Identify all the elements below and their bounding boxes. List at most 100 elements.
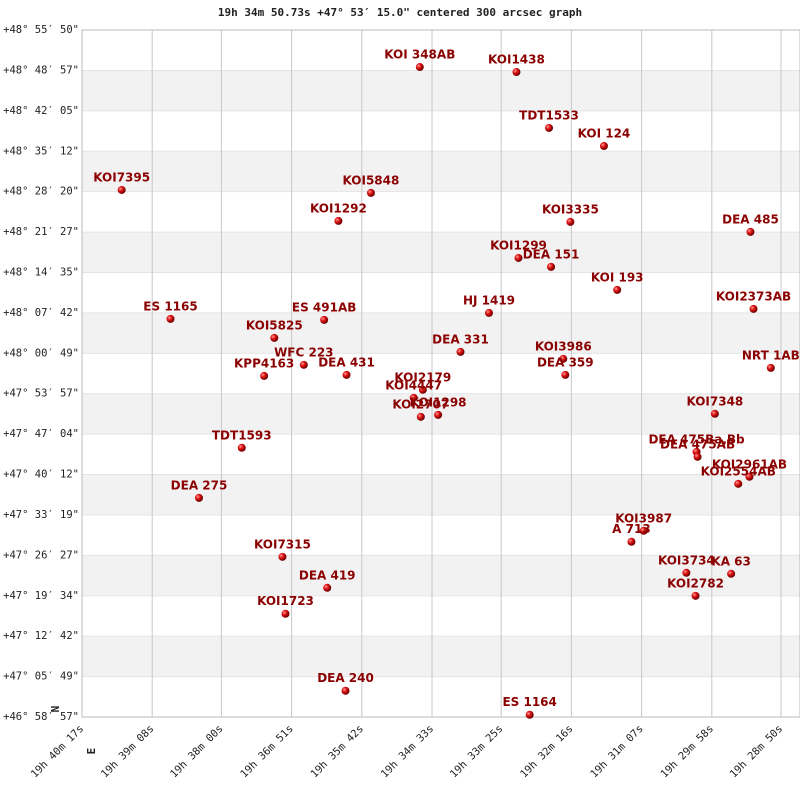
point-label: DEA 475AB	[660, 437, 735, 451]
point	[342, 370, 351, 379]
point-label: HJ 1419	[463, 293, 515, 307]
point-label: ES 491AB	[292, 300, 357, 314]
point	[693, 452, 702, 461]
point-label: KOI2373AB	[716, 289, 791, 303]
point	[514, 253, 523, 262]
y-tick-label: +48° 55′ 50"	[3, 24, 79, 36]
point-label: KOI1298	[410, 395, 467, 409]
x-tick-label: 19h 33m 25s	[448, 723, 506, 781]
point-label: TDT1533	[519, 108, 579, 122]
point-label: KOI7315	[254, 537, 311, 551]
chart-title: 19h 34m 50.73s +47° 53′ 15.0" centered 3…	[218, 6, 582, 19]
point	[599, 141, 608, 150]
x-tick-label: 19h 36m 51s	[238, 723, 296, 781]
point-label: DEA 359	[537, 355, 594, 369]
point	[416, 412, 425, 421]
point	[456, 347, 465, 356]
point	[691, 591, 700, 600]
point-label: KOI 193	[591, 270, 644, 284]
point	[547, 262, 556, 271]
point	[341, 686, 350, 695]
point-label: KOI3335	[542, 202, 599, 216]
y-tick-label: +47° 12′ 42"	[3, 630, 79, 642]
point	[561, 370, 570, 379]
grid-band	[82, 636, 800, 677]
point	[639, 526, 648, 535]
point-label: KOI2554AB	[701, 464, 776, 478]
point-label: A 713	[612, 522, 651, 536]
point	[117, 185, 126, 194]
point	[237, 443, 246, 452]
point	[734, 479, 743, 488]
x-tick-label: 19h 38m 00s	[168, 723, 226, 781]
point	[545, 123, 554, 132]
point	[559, 354, 568, 363]
point	[334, 216, 343, 225]
point	[278, 552, 287, 561]
grid-band	[82, 312, 800, 354]
point	[195, 493, 204, 502]
point-label: KOI4447	[385, 378, 442, 392]
point-label: DEA 475Ba,Bb	[648, 432, 745, 446]
x-tick-label: 19h 34m 33s	[379, 723, 437, 781]
point	[434, 410, 443, 419]
y-tick-label: +47° 19′ 34"	[3, 590, 79, 602]
point-label: WFC 223	[274, 345, 333, 359]
point-label: KOI3734	[658, 553, 715, 567]
point-label: DEA 275	[171, 478, 228, 492]
x-axis-label: E	[85, 748, 98, 755]
point	[166, 314, 175, 323]
point	[418, 385, 427, 394]
x-tick-label: 19h 35m 42s	[308, 723, 366, 781]
point	[270, 333, 279, 342]
y-tick-label: +48° 14′ 35"	[3, 266, 79, 278]
x-tick-label: 19h 32m 16s	[518, 723, 576, 781]
point-label: KOI3986	[535, 339, 592, 353]
point	[299, 360, 308, 369]
point	[682, 568, 691, 577]
point-label: KOI2179	[394, 370, 451, 384]
y-tick-label: +48° 35′ 12"	[3, 145, 79, 157]
y-tick-label: +47° 40′ 12"	[3, 469, 79, 481]
point	[415, 63, 424, 72]
point-label: KA 63	[711, 554, 750, 568]
x-tick-label: 19h 28m 50s	[728, 723, 786, 781]
point-label: KOI2961AB	[712, 457, 787, 471]
point-label: DEA 331	[432, 332, 489, 346]
point-label: KOI3987	[615, 511, 672, 525]
point-label: KOI 348AB	[384, 48, 455, 62]
x-tick-label: 19h 39m 08s	[99, 723, 157, 781]
y-tick-label: +47° 53′ 57"	[3, 388, 79, 400]
point-label: ES 1165	[143, 299, 197, 313]
point	[484, 308, 493, 317]
grid-band	[82, 474, 800, 516]
plot-frame	[81, 29, 800, 718]
point-label: KOI2707	[392, 397, 449, 411]
point	[409, 393, 418, 402]
point-label: KOI2782	[667, 576, 724, 590]
point-label: DEA 431	[318, 355, 375, 369]
point	[745, 472, 754, 481]
point-label: KPP4163	[234, 356, 294, 370]
y-tick-label: +48° 00′ 49"	[3, 347, 79, 359]
point	[710, 409, 719, 418]
y-tick-label: +47° 26′ 27"	[3, 549, 79, 561]
point	[627, 537, 636, 546]
y-axis-label: N	[49, 706, 62, 713]
point	[512, 68, 521, 77]
point-label: DEA 151	[523, 247, 580, 261]
grid-band	[82, 232, 800, 273]
x-tick-label: 19h 40m 17s	[29, 723, 87, 781]
point-label: DEA 485	[722, 212, 779, 226]
y-tick-label: +48° 07′ 42"	[3, 307, 79, 319]
point-label: ES 1164	[502, 695, 556, 709]
point-label: KOI7395	[93, 170, 150, 184]
point-label: KOI1292	[310, 201, 367, 215]
y-tick-label: +47° 33′ 19"	[3, 509, 79, 521]
point-label: KOI 124	[578, 126, 631, 140]
y-tick-label: +48° 42′ 05"	[3, 105, 79, 117]
point-label: DEA 419	[299, 568, 356, 582]
point	[281, 609, 290, 618]
